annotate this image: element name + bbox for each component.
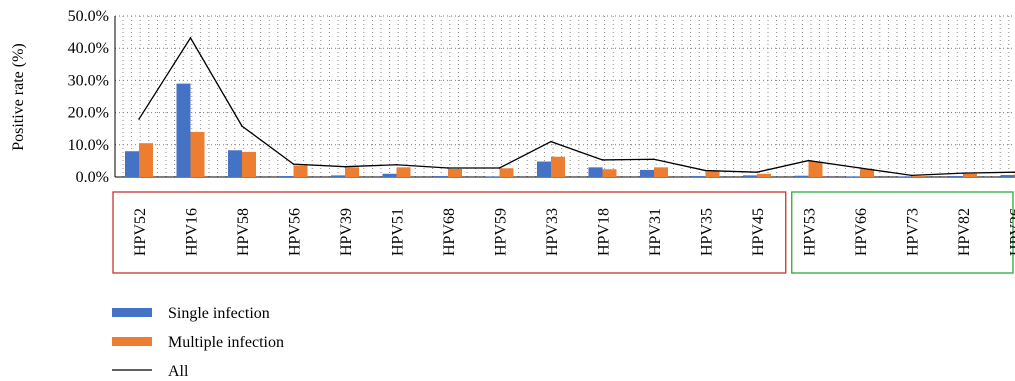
bar-multiple-infection	[911, 176, 926, 177]
group-box	[112, 191, 787, 274]
point-all	[962, 172, 964, 174]
bar-single-infection	[331, 175, 345, 177]
bar-multiple-infection	[499, 168, 514, 177]
x-tick-label: HPV52	[132, 208, 149, 256]
bar-multiple-infection	[705, 171, 720, 177]
bar-multiple-infection	[242, 151, 256, 177]
bar-single-infection	[743, 175, 757, 177]
x-tick-label: HPV59	[493, 208, 510, 256]
bar-multiple-infection	[757, 173, 771, 177]
bar-single-infection	[485, 176, 500, 177]
legend: Single infection Multiple infection All	[112, 305, 284, 380]
bar-single-infection	[537, 161, 551, 177]
bar-single-infection	[846, 176, 860, 177]
point-all	[292, 163, 295, 165]
y-tick-label: 50.0%	[68, 8, 109, 25]
bar-multiple-infection	[963, 173, 977, 177]
bar-single-infection	[588, 167, 603, 177]
legend-label-multiple: Multiple infection	[168, 334, 284, 351]
bar-multiple-infection	[602, 169, 617, 177]
point-all	[344, 165, 346, 168]
bar-single-infection	[1000, 175, 1015, 177]
bar-single-infection	[640, 169, 654, 177]
legend-label-all: All	[168, 363, 189, 380]
bar-multiple-infection	[808, 161, 823, 177]
x-tick-labels: HPV52 HPV16 HPV58 HPV56 HPV39 HPV51 HPV68 HPV59…	[132, 208, 1015, 256]
legend-label-single: Single infection	[168, 305, 270, 322]
point-all	[807, 159, 810, 162]
point-all	[550, 140, 552, 143]
bar-single-infection	[382, 173, 397, 177]
bar-multiple-infection	[190, 131, 205, 177]
x-tick-label: HPV66	[853, 208, 870, 256]
bar-single-infection	[434, 176, 448, 177]
grid	[115, 15, 1015, 177]
point-all	[138, 118, 140, 120]
y-tick-label: 10.0%	[68, 137, 109, 154]
bar-single-infection	[228, 150, 242, 177]
bar-multiple-infection	[860, 168, 874, 177]
x-tick-label: HPV35	[699, 208, 716, 256]
x-tick-label: HPV82	[956, 208, 973, 256]
y-tick-label: 40.0%	[68, 40, 109, 57]
point-all	[601, 159, 604, 161]
point-all	[910, 174, 913, 177]
x-tick-label: HPV16	[184, 208, 201, 256]
x-tick-label: HPV39	[338, 208, 355, 256]
bar-single-infection	[949, 176, 963, 177]
x-tick-label: HPV53	[802, 208, 819, 256]
group-boxes	[112, 191, 1014, 274]
y-tick-labels: 0.0% 10.0% 20.0% 30.0% 40.0% 50.0%	[68, 8, 109, 186]
bar-single-infection	[125, 151, 139, 177]
y-tick-label: 20.0%	[68, 105, 109, 122]
bar-single-infection	[279, 176, 294, 177]
bar-single-infection	[794, 175, 809, 177]
x-tick-label: HPV18	[596, 208, 613, 256]
point-all	[241, 125, 243, 127]
point-all	[756, 171, 758, 173]
bar-multiple-infection	[293, 165, 308, 177]
x-tick-label: HPV26	[1008, 208, 1015, 256]
bar-multiple-infection	[551, 156, 565, 177]
point-all	[189, 37, 192, 39]
x-tick-label: HPV33	[544, 208, 561, 256]
legend-swatch-multiple	[112, 337, 152, 346]
point-all	[447, 167, 449, 169]
x-tick-label: HPV51	[390, 208, 407, 256]
point-all	[704, 169, 707, 172]
point-all	[395, 163, 398, 166]
line-series	[138, 36, 1015, 177]
bar-multiple-infection	[345, 167, 359, 177]
group-box	[791, 191, 1014, 274]
bar-multiple-infection	[448, 168, 462, 177]
y-tick-label: 30.0%	[68, 72, 109, 89]
legend-swatch-single	[112, 308, 152, 317]
bar-multiple-infection	[654, 167, 668, 177]
x-tick-label: HPV56	[287, 208, 304, 256]
bar-multiple-infection	[396, 167, 411, 177]
bars	[125, 83, 1015, 177]
x-tick-label: HPV68	[441, 208, 458, 256]
x-tick-label: HPV73	[905, 208, 922, 256]
line-all	[138, 36, 1015, 177]
bar-single-infection	[897, 176, 912, 177]
point-all	[498, 167, 501, 169]
point-all	[653, 158, 655, 161]
y-axis-label: Positive rate (%)	[10, 43, 27, 151]
x-tick-label: HPV31	[647, 208, 664, 256]
y-tick-label: 0.0%	[76, 169, 109, 186]
bar-single-infection	[691, 176, 706, 177]
bar-single-infection	[176, 83, 191, 177]
x-tick-label: HPV58	[235, 208, 252, 256]
bar-multiple-infection	[139, 143, 153, 177]
x-tick-label: HPV45	[750, 208, 767, 256]
point-all	[859, 167, 861, 169]
